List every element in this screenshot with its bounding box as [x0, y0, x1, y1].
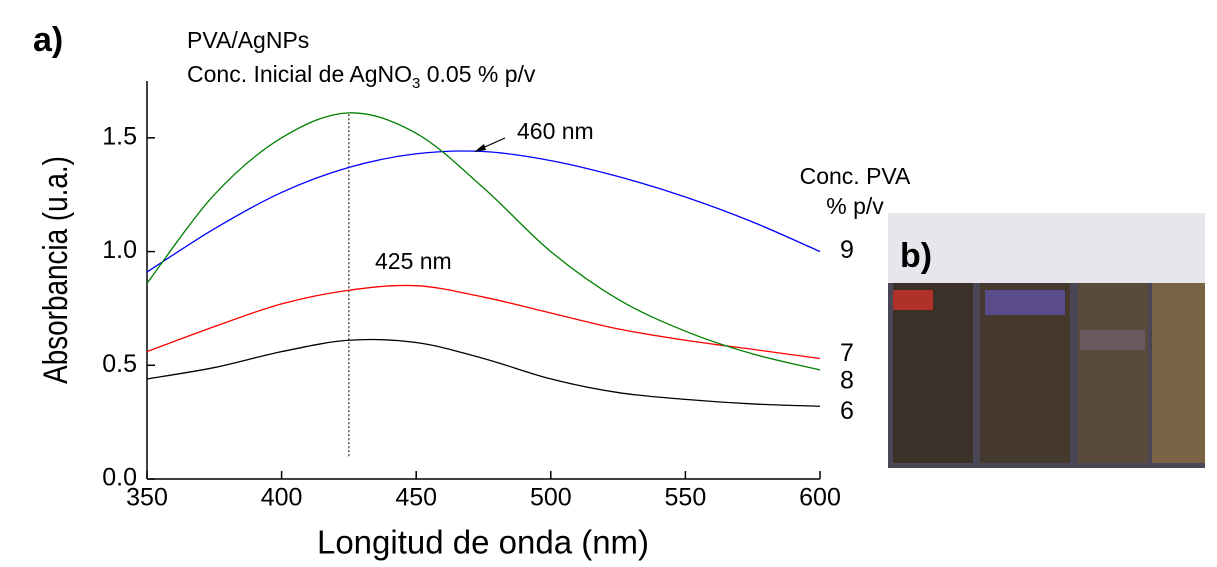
series-label: 7 — [840, 339, 854, 367]
x-tick-label: 550 — [665, 484, 707, 512]
y-tick-label: 0.5 — [102, 350, 137, 378]
subtitle-text: Conc. Inicial de AgNO — [187, 61, 412, 87]
annotation: 425 nm — [375, 248, 452, 274]
series-line — [146, 338, 821, 407]
series-label: 6 — [840, 397, 854, 425]
annotation-arrowhead — [474, 144, 486, 152]
x-tick-label: 600 — [799, 484, 841, 512]
series-line — [146, 112, 821, 371]
panel-label: a) — [33, 21, 63, 59]
series-line — [146, 284, 821, 360]
x-tick-label: 500 — [530, 484, 572, 512]
y-tick-label: 1.0 — [102, 236, 137, 264]
y-axis-title: Absorbancia (u.a.) — [36, 156, 74, 384]
x-axis-title: Longitud de onda (nm) — [317, 524, 649, 561]
legend-title: Conc. PVA — [800, 163, 911, 189]
y-tick-label: 0.0 — [102, 464, 137, 492]
series-label: 9 — [840, 236, 854, 264]
panel-label: b) — [900, 237, 932, 275]
series-line — [146, 150, 821, 273]
y-tick-label: 1.5 — [102, 122, 137, 150]
subtitle-text: 0.05 % p/v — [420, 61, 536, 87]
annotation: 460 nm — [517, 118, 594, 144]
photo: b) — [888, 213, 1205, 468]
x-tick-label: 450 — [395, 484, 437, 512]
x-tick-label: 350 — [126, 484, 168, 512]
chart-subtitle: Conc. Inicial de AgNO3 0.05 % p/v — [187, 61, 536, 92]
chart-title: PVA/AgNPs — [187, 27, 309, 53]
legend-title: % p/v — [826, 193, 884, 219]
x-tick-label: 400 — [261, 484, 303, 512]
subtitle-subscript: 3 — [412, 75, 420, 92]
series-label: 8 — [840, 366, 854, 394]
